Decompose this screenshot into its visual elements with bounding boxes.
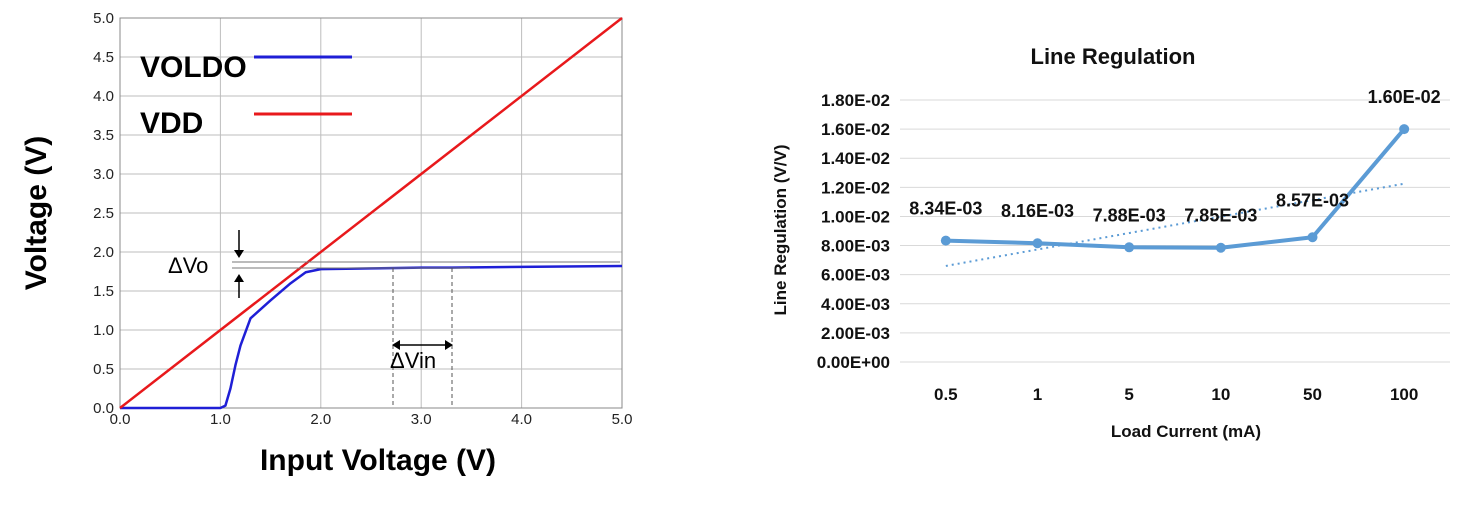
x-tick-label: 0.0 — [110, 411, 131, 428]
line-regulation-series — [945, 127, 1406, 250]
delta-vo-arrowhead-bottom — [234, 274, 244, 282]
x-tick-label: 10 — [1211, 385, 1230, 404]
data-label: 8.57E-03 — [1276, 190, 1349, 210]
y-tick-label: 1.20E-02 — [821, 178, 890, 197]
series-line-vdd — [119, 17, 623, 409]
x-axis-title: Input Voltage (V) — [260, 444, 496, 477]
data-label: 7.85E-03 — [1184, 206, 1257, 226]
x-tick-label: 0.5 — [934, 385, 958, 404]
y-tick-label: 4.5 — [93, 49, 114, 66]
y-tick-label: 1.60E-02 — [821, 120, 890, 139]
voltage-transfer-svg: 0.0 1.0 2.0 3.0 4.0 5.0 0.0 0.5 1.0 1.5 2.0 2.5 3.0… — [20, 10, 633, 477]
y-tick-labels: 0.00E+00 2.00E-03 4.00E-03 6.00E-03 8.00E-03… — [817, 91, 890, 372]
y-tick-label: 1.0 — [93, 322, 114, 339]
legend: VOLDO VDD — [140, 51, 352, 140]
delta-vin-arrowhead-right — [445, 340, 453, 350]
line-regulation-chart: Line Regulation 0.00E+00 2.00E-03 4.00E-03… — [740, 0, 1465, 501]
grid — [900, 99, 1450, 363]
y-tick-label: 0.00E+00 — [817, 353, 890, 372]
x-tick-label: 2.0 — [310, 411, 331, 428]
x-tick-label: 1.0 — [210, 411, 231, 428]
line-regulation-svg: Line Regulation 0.00E+00 2.00E-03 4.00E-03… — [771, 44, 1450, 441]
legend-label-voldo: VOLDO — [140, 51, 247, 84]
y-tick-label: 0.5 — [93, 361, 114, 378]
delta-vo-label: ΔVo — [168, 253, 208, 278]
series-line — [945, 127, 1406, 250]
data-point — [1399, 124, 1410, 135]
voltage-transfer-chart: 0.0 1.0 2.0 3.0 4.0 5.0 0.0 0.5 1.0 1.5 2.0 2.5 3.0… — [0, 0, 640, 501]
data-point — [1307, 232, 1318, 243]
x-tick-label: 5.0 — [612, 411, 633, 428]
y-tick-label: 2.5 — [93, 205, 114, 222]
y-tick-labels: 0.0 0.5 1.0 1.5 2.0 2.5 3.0 3.5 4.0 4.5 5.0 — [93, 10, 114, 417]
y-tick-label: 0.0 — [93, 400, 114, 417]
data-point — [1032, 238, 1043, 249]
data-label: 1.60E-02 — [1368, 87, 1441, 107]
y-tick-label: 2.00E-03 — [821, 324, 890, 343]
y-tick-label: 1.00E-02 — [821, 207, 890, 226]
series-line-voldo — [120, 264, 623, 410]
annotations: ΔVo ΔVin — [168, 230, 620, 408]
plot-frame — [119, 17, 623, 409]
delta-vo-arrowhead-top — [234, 250, 244, 258]
y-tick-label: 3.0 — [93, 166, 114, 183]
chart-title: Line Regulation — [1031, 44, 1196, 69]
data-labels: 8.34E-03 8.16E-03 7.88E-03 7.85E-03 8.57E-03… — [909, 87, 1440, 226]
y-tick-label: 5.0 — [93, 10, 114, 27]
y-tick-label: 2.0 — [93, 244, 114, 261]
data-point — [1215, 242, 1226, 253]
x-tick-label: 100 — [1390, 385, 1418, 404]
delta-vin-label: ΔVin — [390, 348, 436, 373]
x-tick-label: 3.0 — [411, 411, 432, 428]
x-axis-title: Load Current (mA) — [1111, 422, 1261, 441]
y-tick-label: 1.5 — [93, 283, 114, 300]
x-tick-labels: 0.0 1.0 2.0 3.0 4.0 5.0 — [110, 411, 633, 428]
x-tick-label: 4.0 — [511, 411, 532, 428]
y-tick-label: 4.00E-03 — [821, 295, 890, 314]
data-label: 8.16E-03 — [1001, 201, 1074, 221]
x-tick-label: 5 — [1124, 385, 1133, 404]
x-tick-label: 50 — [1303, 385, 1322, 404]
y-tick-label: 3.5 — [93, 127, 114, 144]
x-tick-label: 1 — [1033, 385, 1042, 404]
x-tick-labels: 0.5 1 5 10 50 100 — [934, 385, 1418, 404]
y-tick-label: 8.00E-03 — [821, 237, 890, 256]
data-point — [940, 235, 951, 246]
y-tick-label: 4.0 — [93, 88, 114, 105]
data-point — [1124, 242, 1135, 253]
data-points — [940, 124, 1410, 253]
y-tick-label: 1.40E-02 — [821, 149, 890, 168]
y-tick-label: 6.00E-03 — [821, 266, 890, 285]
y-axis-title: Voltage (V) — [20, 136, 53, 290]
delta-vin-arrowhead-left — [392, 340, 400, 350]
data-label: 8.34E-03 — [909, 199, 982, 219]
y-axis-title: Line Regulation (V/V) — [771, 145, 790, 316]
legend-label-vdd: VDD — [140, 107, 203, 140]
data-label: 7.88E-03 — [1093, 205, 1166, 225]
y-tick-label: 1.80E-02 — [821, 91, 890, 110]
